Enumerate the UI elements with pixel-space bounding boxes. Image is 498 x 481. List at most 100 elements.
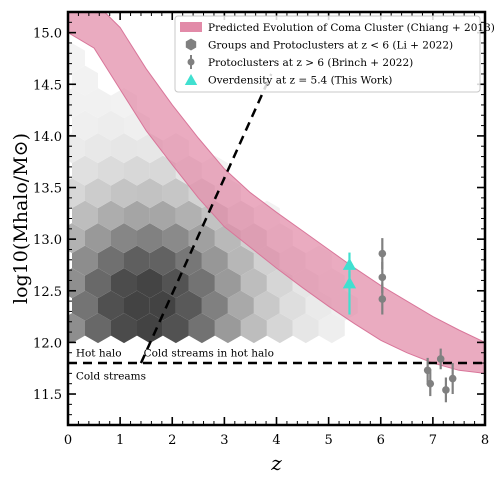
hexbin-cell	[162, 223, 189, 254]
hexbin-cell	[72, 200, 98, 231]
hexbin-cell	[149, 290, 176, 321]
legend-label: Protoclusters at z > 6 (Brinch + 2022)	[208, 57, 413, 69]
hexbin-cell	[68, 178, 85, 209]
coma-band	[68, 12, 485, 374]
hexbin-cell	[292, 313, 319, 344]
hexbin-cell	[137, 223, 163, 254]
hexbin-cell	[188, 268, 215, 299]
protocluster-marker	[448, 374, 457, 383]
hexbin-cell	[240, 313, 267, 344]
protocluster-marker	[436, 355, 445, 363]
hexbin-cell	[98, 200, 124, 231]
hexbin-cell	[214, 313, 241, 344]
hexbin-cell	[149, 200, 176, 231]
hexbin-cell	[175, 245, 202, 276]
axes: 0 1 2 3 4 5 6 7 8 11.5 12.0 12.5 13.0 13.5 14.0 14.5 15.…	[10, 10, 489, 475]
hexbin-cell	[98, 110, 124, 141]
hexbin-cell	[68, 223, 85, 254]
hexbin-cell	[266, 313, 293, 344]
hexbin-cell	[227, 245, 254, 276]
hexbin-cell	[149, 155, 176, 186]
hexbin-cell	[72, 155, 98, 186]
legend-label: Groups and Protoclusters at z < 6 (Li + …	[208, 40, 453, 52]
hexbin-cell	[68, 133, 85, 164]
hexbin-cell	[162, 313, 189, 344]
hexbin-cell	[253, 290, 280, 321]
hexbin-cell	[188, 313, 215, 344]
hexbin-cell	[175, 200, 202, 231]
hexbin-cell	[124, 245, 150, 276]
hexbin-cell	[124, 200, 150, 231]
overdensity-marker	[342, 276, 357, 289]
coma-band-area	[68, 12, 485, 374]
hexbin-cell	[149, 245, 176, 276]
hexbin-cell	[137, 268, 163, 299]
hexbin-cell	[85, 133, 111, 164]
legend-hexagon-icon	[185, 38, 197, 51]
legend-label: Overdensity at z = 5.4 (This Work)	[208, 75, 392, 87]
protocluster-marker	[378, 273, 387, 282]
hexbin-cell	[214, 268, 241, 299]
region-annotation: Cold streams in hot halo	[144, 348, 274, 360]
x-tick-label: 7	[429, 433, 437, 448]
x-tick-label: 3	[220, 433, 228, 448]
x-tick-label: 8	[481, 433, 489, 448]
overdensity-marker	[342, 258, 357, 270]
hexbin-cell	[137, 313, 163, 344]
hexbin-cell	[68, 43, 85, 74]
hexbin-cell	[85, 223, 111, 254]
hexbin-cell	[72, 290, 98, 321]
hexbin-cell	[72, 110, 98, 141]
x-tick-label: 0	[64, 433, 72, 448]
hexbin-cell	[98, 290, 124, 321]
hexbin-cell	[318, 313, 345, 344]
y-tick-label: 14.5	[33, 78, 62, 93]
hexbin-cell	[188, 223, 215, 254]
hexbin-cell	[240, 268, 267, 299]
y-tick-label: 12.0	[33, 336, 62, 351]
region-annotation: Cold streams	[76, 370, 146, 382]
data-points	[342, 238, 457, 403]
y-axis-label: log10(Mhalo/M⊙)	[10, 133, 32, 304]
hexbin-cell	[68, 88, 85, 119]
hexbin-cell	[98, 245, 124, 276]
x-axis-label: z	[270, 451, 282, 475]
hexbin-cell	[111, 268, 137, 299]
hexbin-cell	[111, 178, 137, 209]
cold-streams-boundary-line	[139, 73, 273, 364]
protocluster-marker	[426, 379, 435, 388]
hexbin-cell	[124, 290, 150, 321]
hexbin-cell	[111, 133, 137, 164]
x-tick-label: 4	[272, 433, 280, 448]
hexbin-cell	[227, 290, 254, 321]
legend-box	[174, 15, 481, 93]
y-tick-label: 13.0	[33, 233, 62, 248]
x-tick-label: 6	[377, 433, 385, 448]
hexbin-cell	[85, 88, 111, 119]
hexbin-cell	[111, 223, 137, 254]
hexbin-cell	[68, 313, 85, 344]
hexbin-cell	[85, 268, 111, 299]
x-tick-label: 1	[116, 433, 124, 448]
x-tick-label: 2	[168, 433, 176, 448]
legend: Predicted Evolution of Coma Cluster (Chi…	[174, 15, 495, 93]
hexbin-cell	[85, 313, 111, 344]
hexbin-cell	[279, 290, 306, 321]
region-annotations: Hot halo Cold streams in hot halo Cold str…	[76, 348, 274, 383]
hexbin-cell	[137, 178, 163, 209]
protocluster-marker	[378, 249, 387, 258]
hexbin-cell	[124, 155, 150, 186]
y-tick-label: 13.5	[33, 182, 62, 197]
region-annotation: Hot halo	[76, 348, 122, 360]
hexbin-cell	[98, 155, 124, 186]
hexbin-cell	[201, 245, 228, 276]
hexbin-cell	[162, 178, 189, 209]
y-tick-label: 14.0	[33, 130, 62, 145]
hexbin-cell	[162, 268, 189, 299]
x-tick-label: 5	[324, 433, 332, 448]
hexbin-cell	[111, 313, 137, 344]
hexbin-cell	[175, 290, 202, 321]
legend-point-icon	[187, 58, 195, 66]
hexbin-cell	[85, 178, 111, 209]
